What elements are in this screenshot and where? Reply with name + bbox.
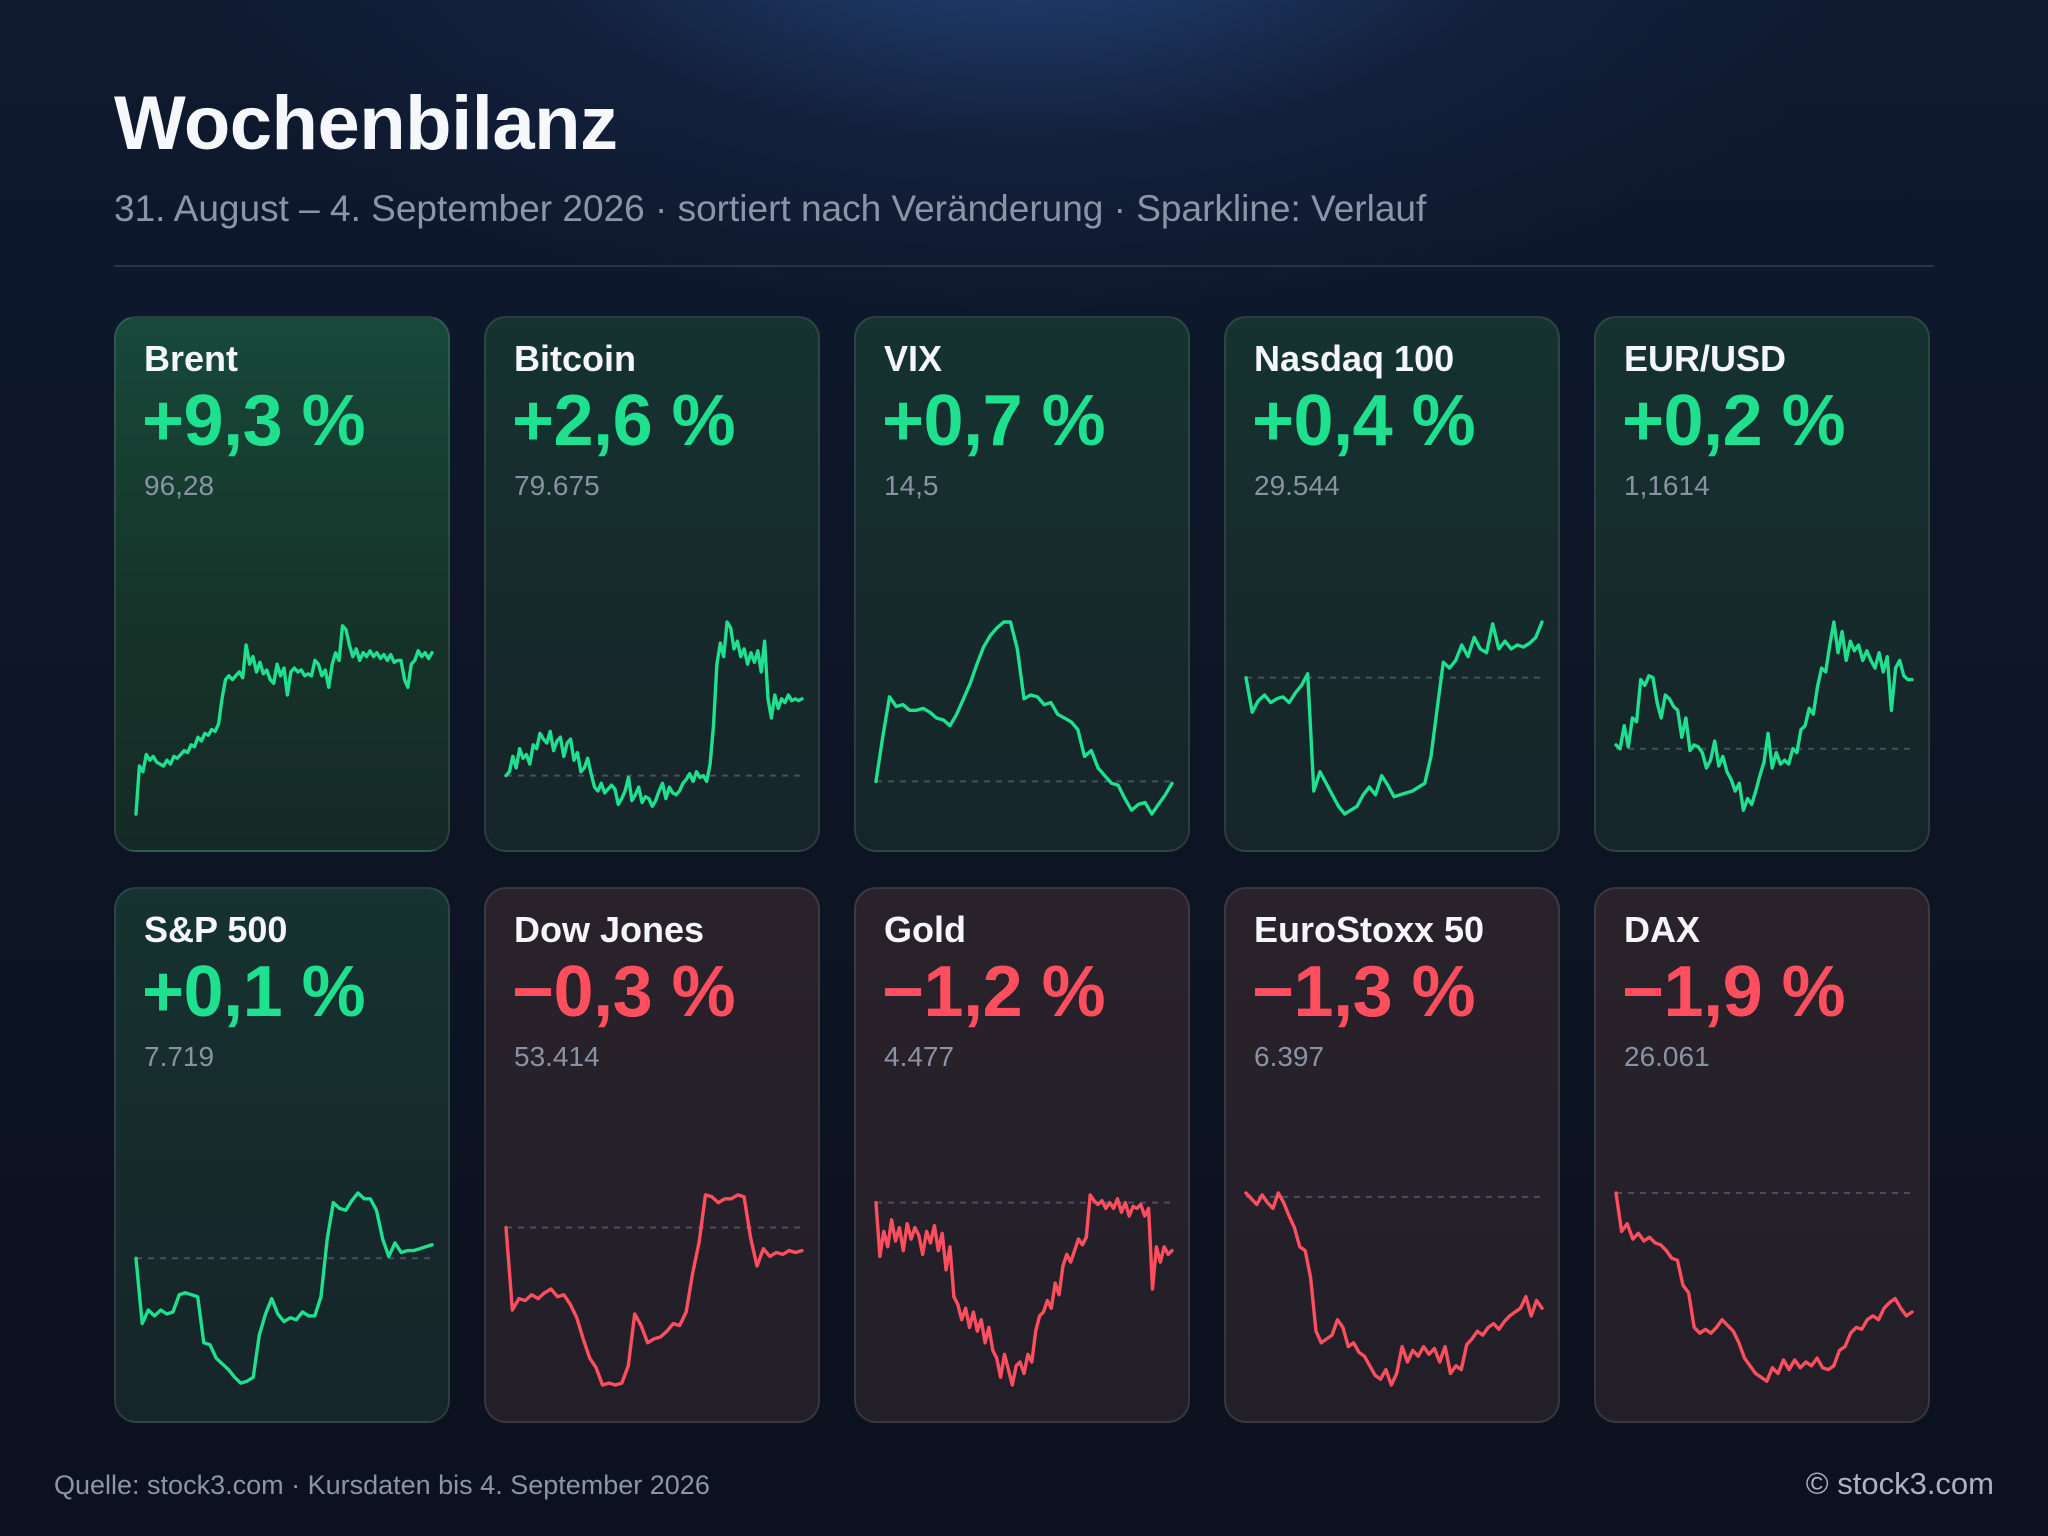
market-price: 79.675	[514, 470, 600, 501]
sparkline	[1614, 620, 1914, 812]
sparkline	[504, 1193, 804, 1387]
sparkline	[134, 1191, 434, 1385]
market-change: +2,6 %	[512, 381, 736, 461]
market-card: Bitcoin +2,6 % 79.675	[484, 316, 820, 852]
market-name: EUR/USD	[1624, 338, 1787, 379]
sparkline	[504, 620, 804, 809]
sparkline	[874, 1193, 1174, 1387]
market-name: Dow Jones	[514, 909, 705, 950]
market-card: S&P 500 +0,1 % 7.719	[114, 887, 450, 1423]
market-card: EUR/USD +0,2 % 1,1614	[1594, 316, 1930, 852]
market-price: 7.719	[144, 1041, 215, 1072]
market-change: −0,3 %	[512, 952, 736, 1032]
market-card: Brent +9,3 % 96,28	[114, 316, 450, 852]
sparkline	[134, 624, 434, 816]
market-change: −1,2 %	[882, 952, 1106, 1032]
sparkline-series	[504, 620, 804, 809]
market-price: 6.397	[1254, 1041, 1325, 1072]
market-card: Dow Jones −0,3 % 53.414	[484, 887, 820, 1423]
market-price: 53.414	[514, 1041, 600, 1072]
sparkline	[1244, 620, 1544, 816]
market-card: DAX −1,9 % 26.061	[1594, 887, 1930, 1423]
market-price: 14,5	[884, 470, 939, 501]
market-price: 26.061	[1624, 1041, 1710, 1072]
market-price: 4.477	[884, 1041, 955, 1072]
market-card: EuroStoxx 50 −1,3 % 6.397	[1224, 887, 1560, 1423]
market-name: Nasdaq 100	[1254, 338, 1455, 379]
sparkline-series	[1244, 620, 1544, 816]
market-card: Nasdaq 100 +0,4 % 29.544	[1224, 316, 1560, 852]
page-title: Wochenbilanz	[114, 81, 618, 166]
sparkline-series	[874, 1193, 1174, 1387]
sparkline	[874, 620, 1174, 816]
market-name: S&P 500	[144, 909, 288, 950]
sparkline-series	[134, 624, 434, 816]
market-price: 1,1614	[1624, 470, 1710, 501]
sparkline-series	[134, 1191, 434, 1385]
market-name: Bitcoin	[514, 338, 636, 379]
sparkline-series	[1614, 620, 1914, 812]
market-name: Gold	[884, 909, 966, 950]
market-price: 96,28	[144, 470, 215, 501]
market-change: +9,3 %	[142, 381, 366, 461]
market-change: +0,1 %	[142, 952, 366, 1032]
market-card: VIX +0,7 % 14,5	[854, 316, 1190, 852]
market-change: +0,2 %	[1622, 381, 1846, 461]
sparkline-series	[1244, 1191, 1544, 1387]
market-card: Gold −1,2 % 4.477	[854, 887, 1190, 1423]
source-note: Quelle: stock3.com · Kursdaten bis 4. Se…	[54, 1470, 710, 1500]
sparkline-series	[1614, 1191, 1914, 1383]
sparkline-series	[504, 1193, 804, 1387]
sparkline	[1244, 1191, 1544, 1387]
sparkline-series	[874, 620, 1174, 816]
header-divider	[114, 265, 1934, 267]
market-change: +0,4 %	[1252, 381, 1476, 461]
market-change: −1,3 %	[1252, 952, 1476, 1032]
page-subtitle: 31. August – 4. September 2026 · sortier…	[114, 188, 1427, 229]
market-price: 29.544	[1254, 470, 1340, 501]
market-name: VIX	[884, 338, 943, 379]
market-name: Brent	[144, 338, 239, 379]
sparkline	[1614, 1191, 1914, 1383]
copyright-note: © stock3.com	[1805, 1466, 1994, 1501]
market-change: +0,7 %	[882, 381, 1106, 461]
market-name: EuroStoxx 50	[1254, 909, 1485, 950]
market-name: DAX	[1624, 909, 1701, 950]
market-change: −1,9 %	[1622, 952, 1846, 1032]
